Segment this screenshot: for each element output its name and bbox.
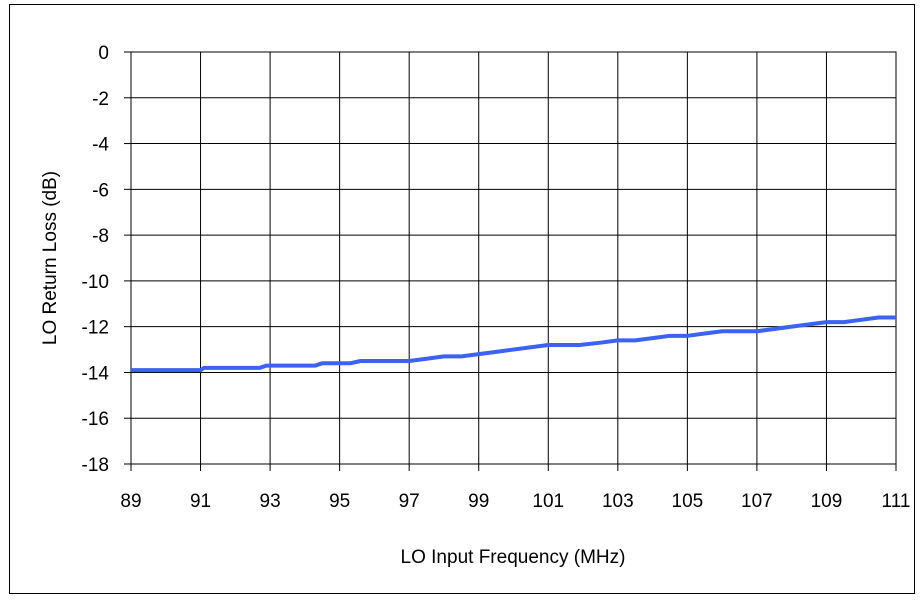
gridlines bbox=[131, 52, 896, 464]
axis-ticks bbox=[124, 51, 897, 471]
x-tick-label: 89 bbox=[120, 491, 141, 512]
y-tick-label: -6 bbox=[92, 180, 109, 201]
tick-labels: 89 91 93 95 97 99 101 103 105 107 109 111 0 -2 -4 -6 -8 -… bbox=[82, 43, 911, 512]
y-axis-title: LO Return Loss (dB) bbox=[40, 171, 61, 345]
x-tick-label: 91 bbox=[190, 491, 211, 512]
x-tick-label: 99 bbox=[468, 491, 489, 512]
y-tick-label: -14 bbox=[82, 363, 110, 384]
y-tick-label: -16 bbox=[82, 409, 109, 430]
series bbox=[131, 315, 896, 373]
y-tick-label: -12 bbox=[82, 318, 109, 339]
x-tick-label: 101 bbox=[532, 491, 564, 512]
x-tick-label: 97 bbox=[399, 491, 420, 512]
x-tick-label: 111 bbox=[882, 491, 911, 512]
y-tick-label: -10 bbox=[82, 272, 109, 293]
y-tick-label: -8 bbox=[92, 226, 109, 247]
y-tick-label: 0 bbox=[98, 43, 109, 64]
x-tick-label: 93 bbox=[260, 491, 281, 512]
series-line bbox=[131, 315, 896, 373]
plot-area bbox=[130, 51, 897, 465]
y-tick-label: -18 bbox=[82, 455, 109, 476]
x-tick-label: 105 bbox=[672, 491, 704, 512]
x-tick-label: 109 bbox=[811, 491, 843, 512]
x-tick-label: 107 bbox=[741, 491, 773, 512]
y-tick-label: -2 bbox=[92, 89, 109, 110]
x-axis-title: LO Input Frequency (MHz) bbox=[401, 547, 626, 568]
y-tick-label: -4 bbox=[92, 135, 109, 156]
x-tick-label: 103 bbox=[602, 491, 634, 512]
x-tick-label: 95 bbox=[329, 491, 350, 512]
